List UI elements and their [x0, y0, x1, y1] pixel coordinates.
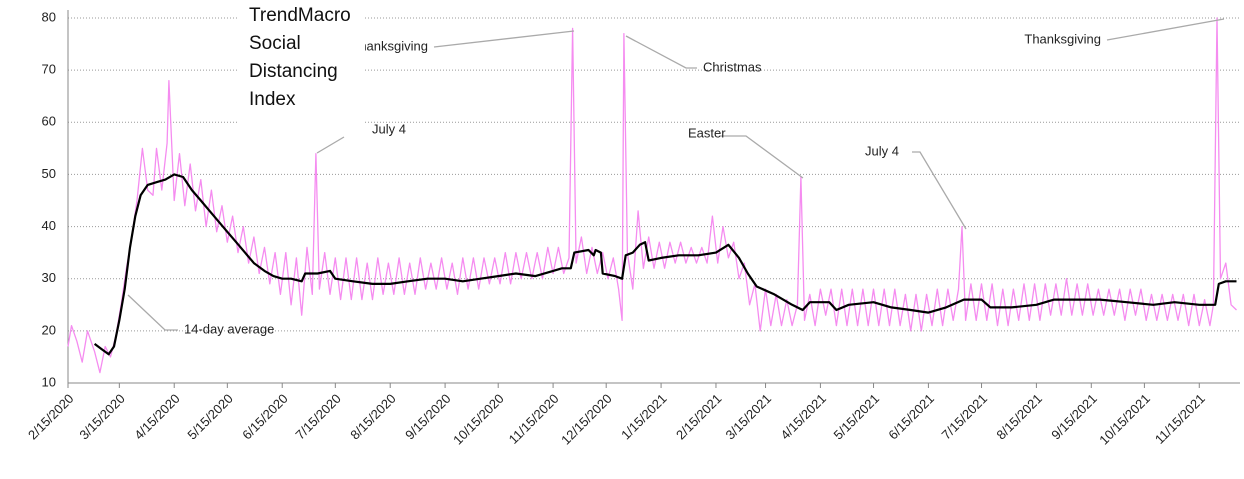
y-tick-label: 10 [42, 374, 56, 389]
annotation: Thanksgiving [1024, 31, 1101, 46]
x-tick-label: 1/15/2021 [618, 391, 670, 443]
annotation-leader [625, 35, 697, 69]
x-tick-label: 4/15/2020 [131, 391, 183, 443]
annotation: 14-day average [184, 321, 274, 336]
annotation-leader [316, 136, 345, 154]
y-tick-label: 50 [42, 166, 56, 181]
x-tick-label: 6/15/2021 [885, 391, 937, 443]
x-tick-label: 3/15/2021 [723, 391, 775, 443]
x-tick-label: 5/15/2020 [184, 391, 236, 443]
y-tick-label: 80 [42, 9, 56, 24]
annotation-leader [433, 30, 575, 48]
x-tick-label: 2/15/2020 [25, 391, 77, 443]
x-tick-label: 7/15/2021 [939, 391, 991, 443]
x-tick-label: 10/15/2020 [450, 391, 507, 448]
annotation: July 4 [372, 121, 406, 136]
annotation: Easter [688, 125, 726, 140]
annotation: Thanksgiving [351, 38, 428, 53]
x-tick-label: 12/15/2020 [558, 391, 615, 448]
y-tick-label: 40 [42, 218, 56, 233]
y-tick-label: 30 [42, 270, 56, 285]
x-tick-label: 2/15/2021 [673, 391, 725, 443]
series-line [93, 173, 1237, 356]
series-line [67, 17, 1237, 374]
x-tick-label: 11/15/2021 [1152, 391, 1208, 447]
chart-title: TrendMacro Social Distancing Index [237, 0, 365, 127]
annotation-leader [1106, 18, 1225, 41]
x-tick-label: 11/15/2020 [506, 391, 562, 447]
annotation-leader [912, 151, 967, 230]
y-tick-label: 70 [42, 62, 56, 77]
annotation: July 4 [865, 143, 899, 158]
x-tick-label: 9/15/2020 [402, 391, 454, 443]
x-tick-label: 5/15/2021 [831, 391, 883, 443]
x-tick-label: 9/15/2021 [1048, 391, 1100, 443]
x-tick-label: 3/15/2020 [76, 391, 128, 443]
x-tick-label: 7/15/2020 [292, 391, 344, 443]
x-tick-label: 8/15/2021 [993, 391, 1045, 443]
y-tick-label: 20 [42, 322, 56, 337]
annotation-leader [720, 135, 804, 179]
x-tick-label: 6/15/2020 [239, 391, 291, 443]
x-tick-label: 8/15/2020 [347, 391, 399, 443]
annotation-leader [127, 294, 178, 331]
x-tick-label: 10/15/2021 [1096, 391, 1153, 448]
x-tick-label: 4/15/2021 [777, 391, 829, 443]
annotation: Christmas [703, 59, 762, 74]
y-tick-label: 60 [42, 114, 56, 129]
